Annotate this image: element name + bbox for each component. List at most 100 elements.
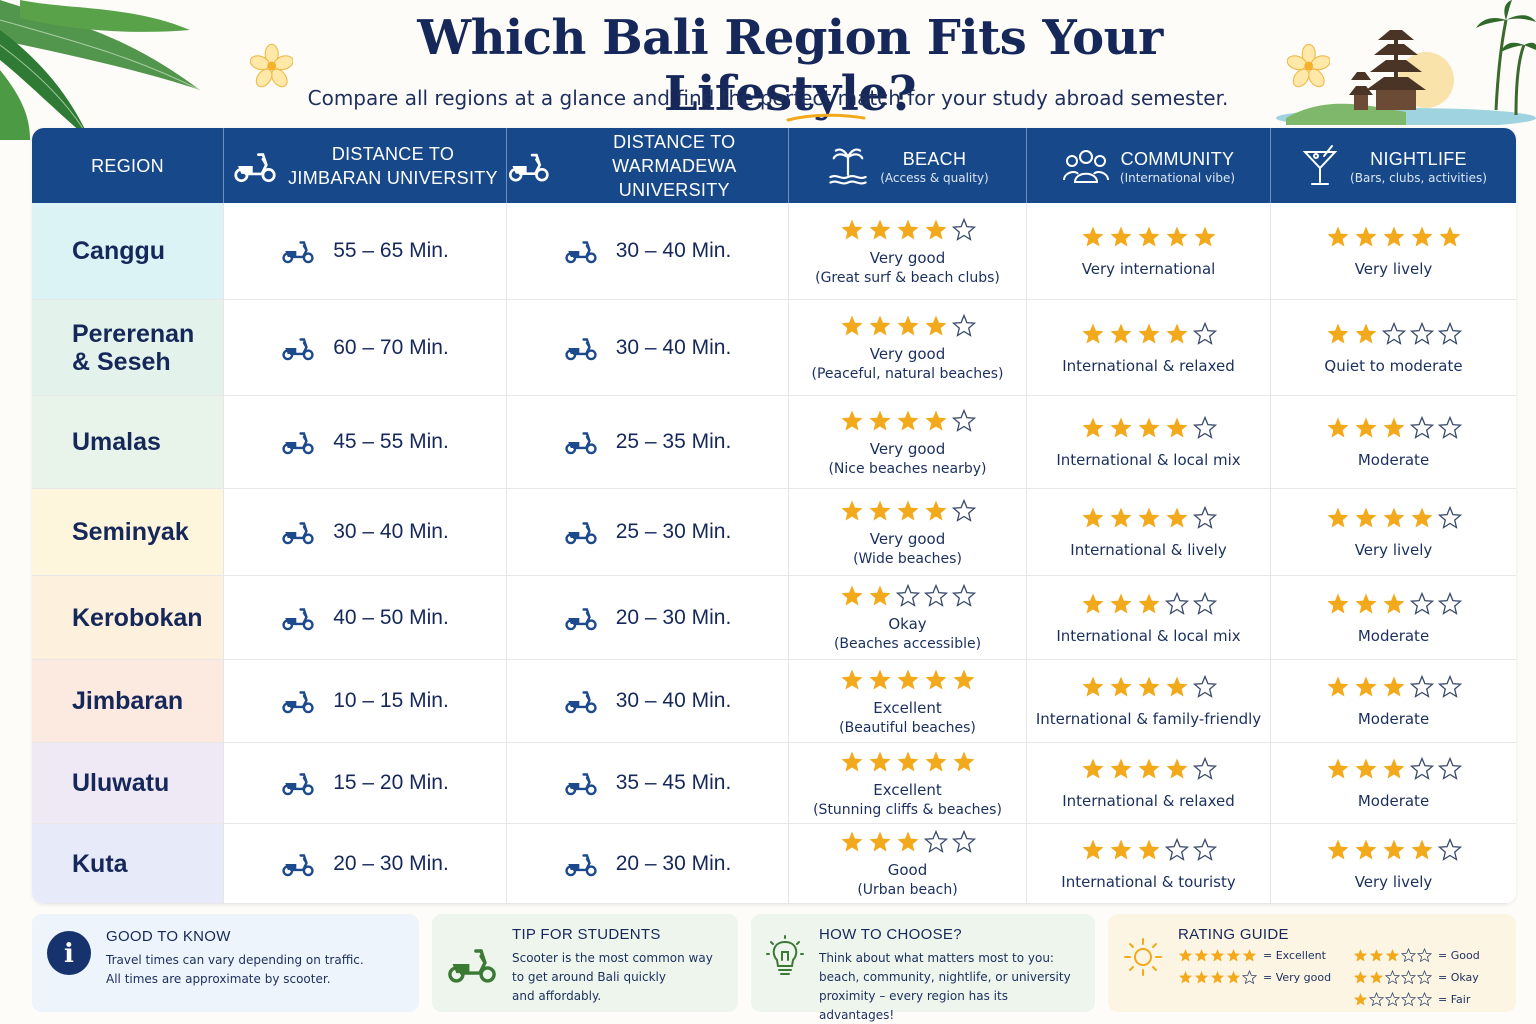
star-filled-icon — [841, 751, 862, 771]
star-filled-icon — [1383, 758, 1404, 779]
star-filled-icon — [1353, 992, 1368, 1005]
star-empty-icon — [1381, 321, 1406, 345]
star-filled-icon — [1411, 507, 1432, 528]
rating-guide-card: RATING GUIDE = Excellent = Good = Very g… — [1108, 914, 1516, 1012]
region-name: Pererenan & Seseh — [72, 319, 195, 376]
rating-label: Very lively — [1354, 872, 1433, 891]
star-filled-icon — [1138, 323, 1159, 343]
warmadewa-distance-cell: 25 – 35 Min. — [507, 396, 789, 488]
rating-label: International & local mix — [1056, 626, 1241, 645]
rating-label: International & local mix — [1056, 451, 1241, 469]
rating-label: Very good — [869, 439, 946, 458]
star-filled-icon — [1082, 676, 1103, 697]
star-filled-icon — [1082, 758, 1103, 779]
star-filled-icon — [1327, 758, 1348, 779]
star-filled-icon — [1138, 839, 1159, 859]
rating-guide-item: = Okay — [1353, 967, 1528, 987]
scooter-icon — [282, 691, 314, 714]
star-filled-icon — [897, 410, 918, 430]
star-filled-icon — [1439, 226, 1460, 247]
star-empty-icon — [1164, 591, 1189, 615]
jimbaran-distance-cell: 15 – 20 Min. — [224, 743, 507, 823]
star-rating — [1081, 321, 1217, 347]
rating-label: Moderate — [1357, 451, 1430, 469]
star-filled-icon — [841, 585, 862, 606]
star-empty-icon — [1164, 837, 1189, 861]
table-row: Seminyak 30 – 40 Min. 25 – 30 Min. Very … — [32, 489, 1516, 576]
region-cell: Pererenan & Seseh — [32, 300, 224, 395]
star-rating — [1081, 591, 1217, 617]
star-filled-icon — [1210, 970, 1225, 983]
star-empty-icon — [1437, 416, 1462, 439]
star-filled-icon — [1082, 507, 1103, 528]
star-filled-icon — [1226, 970, 1241, 983]
scooter-icon — [282, 337, 314, 360]
star-rating — [1081, 224, 1217, 250]
star-rating — [1326, 505, 1462, 531]
star-empty-icon — [1401, 969, 1416, 984]
scooter-icon — [565, 691, 597, 714]
rating-label: Very good — [869, 248, 946, 267]
region-cell: Jimbaran — [32, 660, 224, 742]
star-filled-icon — [1110, 417, 1131, 438]
region-name: Uluwatu — [72, 769, 170, 797]
star-rating — [1081, 674, 1217, 700]
column-header-warmadewa: DISTANCE TO WARMADEWA UNIVERSITY — [507, 128, 789, 203]
page-subtitle: Compare all regions at a glance and find… — [307, 86, 1229, 110]
star-filled-icon — [1110, 323, 1131, 343]
star-filled-icon — [925, 669, 946, 689]
star-rating — [1353, 969, 1432, 985]
rating-note: (Urban beach) — [857, 882, 958, 898]
distance-value: 20 – 30 Min. — [615, 605, 732, 629]
star-filled-icon — [1166, 226, 1187, 247]
table-row: Kuta 20 – 30 Min. 20 – 30 Min. Good (Urb… — [32, 824, 1516, 904]
star-filled-icon — [1355, 593, 1376, 613]
star-filled-icon — [925, 410, 946, 430]
column-header-label: BEACH — [902, 148, 967, 169]
rating-note: (Beaches accessible) — [833, 636, 982, 652]
star-filled-icon — [1138, 758, 1159, 779]
distance-value: 55 – 65 Min. — [333, 239, 449, 262]
star-rating — [1326, 415, 1462, 441]
rating-label: Moderate — [1357, 792, 1430, 810]
rating-label: Good — [887, 861, 928, 879]
jimbaran-distance-cell: 40 – 50 Min. — [224, 576, 507, 659]
star-empty-icon — [1437, 757, 1462, 780]
rating-label: International & lively — [1070, 541, 1227, 559]
distance-value: 20 – 30 Min. — [615, 851, 732, 875]
star-filled-icon — [841, 315, 862, 336]
distance-value: 30 – 40 Min. — [615, 335, 732, 359]
temple-landscape-decoration — [1276, 0, 1536, 125]
distance-value: 60 – 70 Min. — [333, 335, 449, 359]
frangipani-flower-icon — [250, 43, 294, 88]
beach-rating-cell: Very good (Wide beaches) — [789, 489, 1027, 575]
nightlife-rating-cell: Very lively — [1271, 824, 1516, 903]
star-empty-icon — [1192, 837, 1217, 861]
scooter-icon — [282, 522, 314, 545]
star-rating — [1326, 321, 1462, 347]
star-filled-icon — [925, 219, 946, 239]
card-text: beach, community, nightlife, or universi… — [819, 970, 1071, 984]
rating-guide-grid: = Excellent = Good = Very good = Okay = … — [1178, 945, 1528, 1009]
scooter-icon — [282, 773, 314, 796]
rating-label: Excellent — [873, 698, 942, 717]
region-name: Jimbaran — [72, 687, 184, 715]
star-filled-icon — [1383, 676, 1404, 697]
distance-value: 45 – 55 Min. — [333, 430, 449, 453]
warmadewa-distance-cell: 35 – 45 Min. — [507, 743, 789, 823]
star-filled-icon — [1082, 839, 1103, 859]
beach-rating-cell: Very good (Peaceful, natural beaches) — [789, 300, 1027, 395]
palm-beach-icon — [829, 148, 867, 185]
star-rating — [1081, 756, 1217, 782]
region-cell: Kerobokan — [32, 576, 224, 659]
jimbaran-distance-cell: 10 – 15 Min. — [224, 660, 507, 742]
star-rating — [1178, 969, 1257, 985]
star-empty-icon — [1417, 969, 1432, 984]
page-title: Which Bali Region Fits Your Lifestyle? — [250, 10, 1330, 122]
table-row: Kerobokan 40 – 50 Min. 20 – 30 Min. Okay… — [32, 576, 1516, 660]
star-filled-icon — [841, 410, 862, 430]
good-to-know-card: i GOOD TO KNOW Travel times can vary dep… — [32, 914, 419, 1012]
star-rating — [840, 749, 976, 775]
star-empty-icon — [1385, 969, 1400, 984]
star-filled-icon — [869, 585, 890, 606]
